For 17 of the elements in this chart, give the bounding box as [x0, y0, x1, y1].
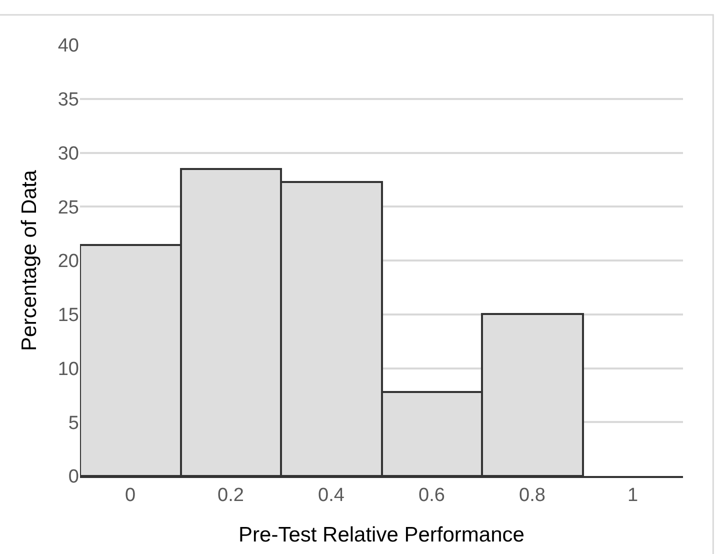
y-tick-label: 0 [68, 466, 79, 488]
y-tick-label: 35 [58, 90, 79, 111]
y-tick-label: 20 [58, 251, 79, 272]
y-tick-label: 5 [68, 412, 79, 434]
x-tick-label: 0.4 [318, 484, 345, 506]
y-tick-label: 25 [58, 197, 79, 218]
y-tick-label: 15 [58, 305, 79, 326]
y-tick-label: 10 [58, 358, 79, 380]
x-tick-label: 0.2 [218, 484, 244, 506]
y-tick-label: 30 [58, 143, 79, 164]
x-tick-label: 0.6 [418, 484, 445, 506]
x-tick-label: 0.8 [519, 484, 546, 506]
x-axis-title: Pre-Test Relative Performance [238, 524, 524, 546]
x-tick-label: 1 [627, 484, 638, 506]
x-tick-label: 0 [124, 484, 136, 506]
y-tick-label: 40 [58, 36, 79, 57]
y-axis-title: Percentage of Data [18, 170, 42, 351]
